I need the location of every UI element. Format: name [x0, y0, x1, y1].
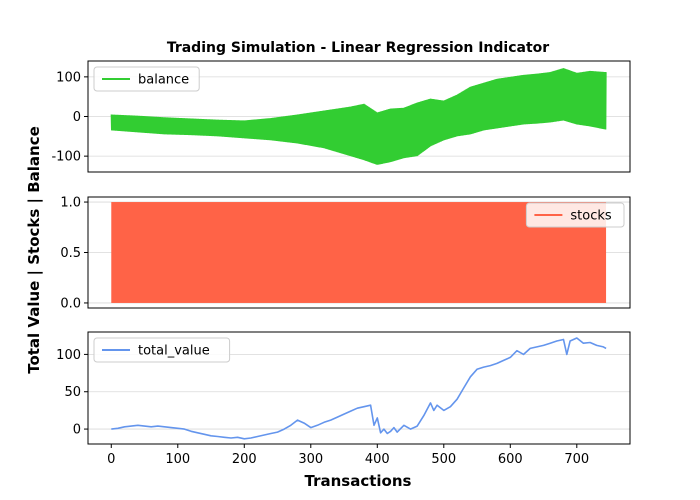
y-tick-label: 100 — [56, 70, 81, 85]
x-tick-label: 500 — [431, 452, 456, 467]
legend-label: balance — [138, 73, 189, 88]
legend-label: total_value — [138, 344, 210, 359]
y-tick-label: 0 — [73, 423, 81, 438]
y-tick-label: 0.5 — [60, 246, 81, 261]
y-tick-label: 100 — [56, 348, 81, 363]
y-axis-label: Total Value | Stocks | Balance — [25, 126, 44, 374]
chart-panels: 1000-100balance1.00.50.0stocks100500tota… — [51, 60, 631, 467]
x-tick-label: 300 — [298, 452, 323, 467]
x-axis-label: Transactions — [305, 472, 412, 490]
legend-stocks: stocks — [525, 202, 625, 228]
panel-balance: 100 0 -100 balance — [51, 60, 631, 173]
panel-total_value: 100 50 0 total_value — [56, 331, 631, 445]
x-tick-label: 0 — [107, 452, 115, 467]
legend-box — [93, 337, 231, 363]
chart-title: Trading Simulation - Linear Regression I… — [167, 40, 549, 56]
series-line-total_value — [111, 337, 607, 440]
y-tick-label: 0 — [73, 110, 81, 125]
axes-frame — [87, 331, 631, 445]
legend-label: stocks — [570, 209, 611, 224]
legend-box — [93, 66, 200, 92]
series-band-balance — [110, 68, 607, 165]
x-tick-label: 700 — [564, 452, 589, 467]
legend-box — [525, 202, 625, 228]
panel-stocks: 1.0 0.5 0.0 stocks — [60, 196, 631, 311]
y-tick-label: -100 — [51, 150, 81, 165]
x-tick-label: 400 — [365, 452, 390, 467]
y-tick-label: 0.0 — [60, 296, 81, 311]
y-tick-label: 1.0 — [60, 196, 81, 211]
x-tick-label: 600 — [498, 452, 523, 467]
legend-total_value: total_value — [93, 337, 231, 363]
legend-balance: balance — [93, 66, 200, 92]
y-tick-label: 50 — [64, 385, 81, 400]
series-band-stocks — [111, 202, 607, 303]
x-tick-label: 100 — [165, 452, 190, 467]
x-tick-label: 200 — [232, 452, 257, 467]
